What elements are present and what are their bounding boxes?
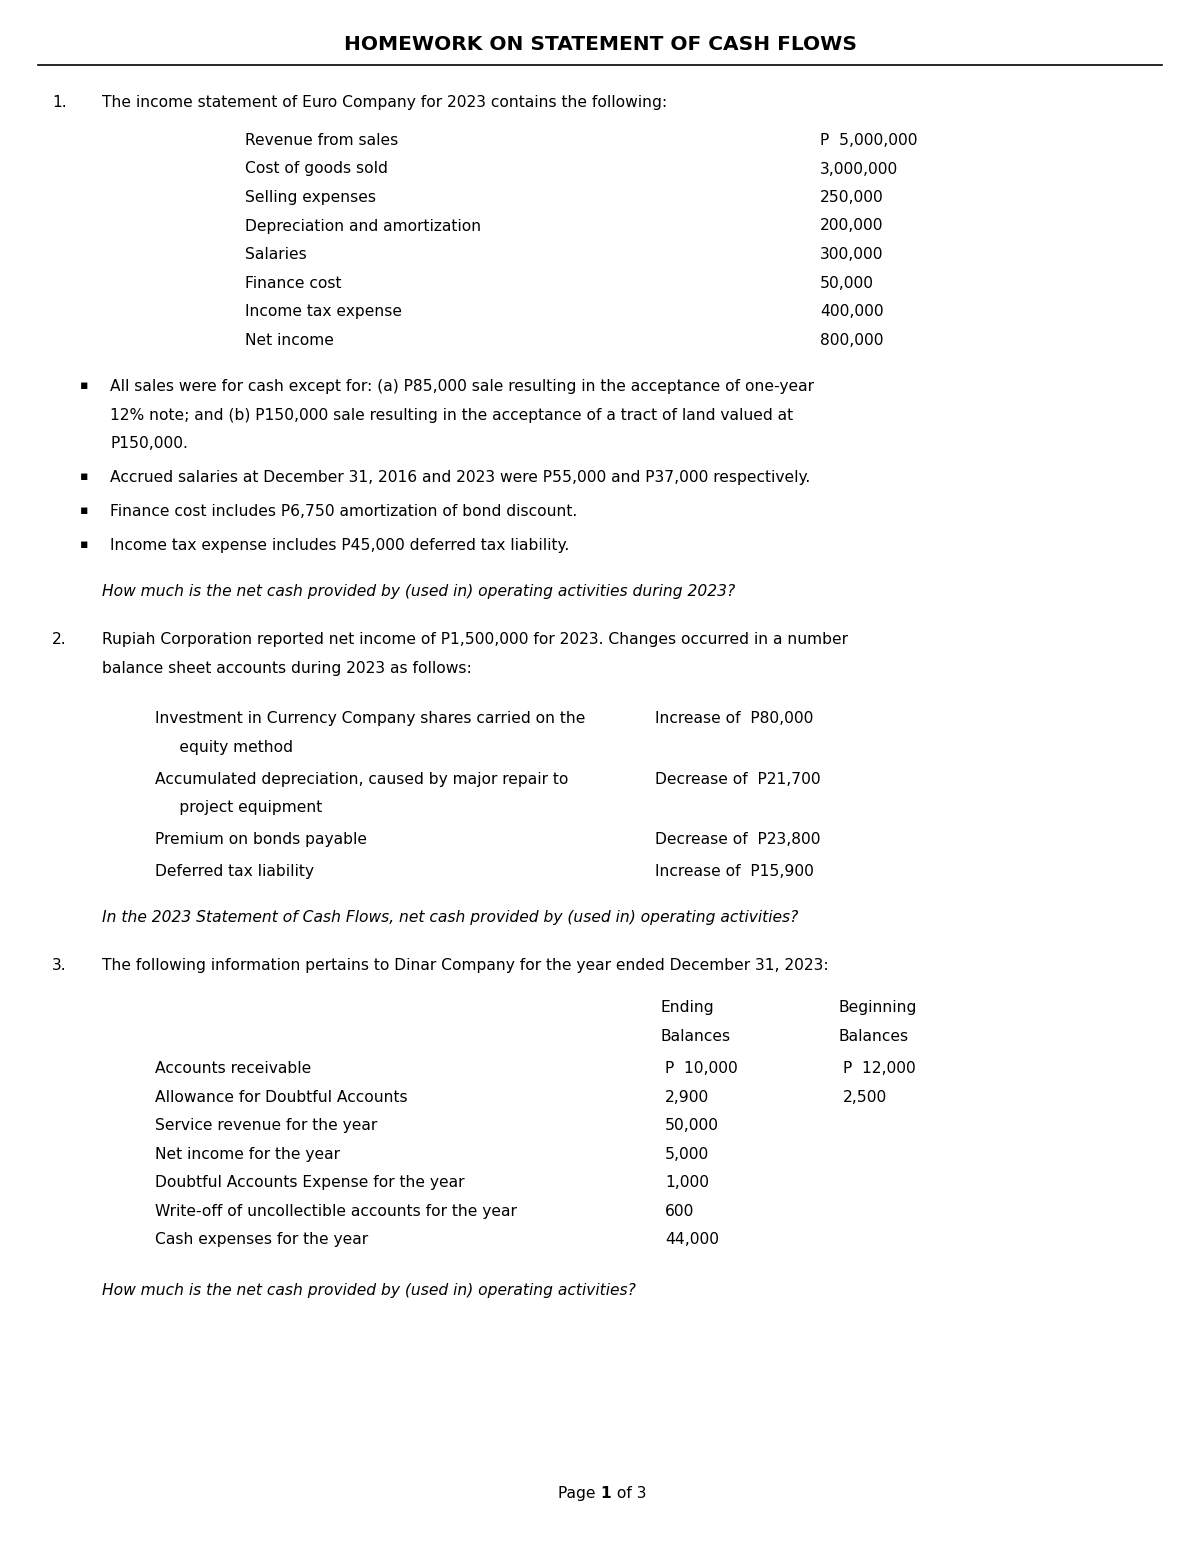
Text: HOMEWORK ON STATEMENT OF CASH FLOWS: HOMEWORK ON STATEMENT OF CASH FLOWS — [343, 36, 857, 54]
Text: Doubtful Accounts Expense for the year: Doubtful Accounts Expense for the year — [155, 1176, 464, 1190]
Text: 1: 1 — [600, 1486, 611, 1502]
Text: 1.: 1. — [52, 95, 67, 110]
Text: P150,000.: P150,000. — [110, 436, 188, 450]
Text: 200,000: 200,000 — [820, 219, 883, 233]
Text: How much is the net cash provided by (used in) operating activities during 2023?: How much is the net cash provided by (us… — [102, 584, 736, 599]
Text: 5,000: 5,000 — [665, 1146, 709, 1162]
Text: ▪: ▪ — [80, 471, 89, 483]
Text: of 3: of 3 — [612, 1486, 647, 1502]
Text: equity method: equity method — [155, 739, 293, 755]
Text: Service revenue for the year: Service revenue for the year — [155, 1118, 377, 1134]
Text: Depreciation and amortization: Depreciation and amortization — [245, 219, 481, 233]
Text: Investment in Currency Company shares carried on the: Investment in Currency Company shares ca… — [155, 711, 586, 725]
Text: Premium on bonds payable: Premium on bonds payable — [155, 832, 367, 846]
Text: 50,000: 50,000 — [665, 1118, 719, 1134]
Text: Page: Page — [558, 1486, 600, 1502]
Text: ▪: ▪ — [80, 537, 89, 551]
Text: How much is the net cash provided by (used in) operating activities?: How much is the net cash provided by (us… — [102, 1283, 636, 1297]
Text: P  10,000: P 10,000 — [665, 1061, 738, 1076]
Text: Accumulated depreciation, caused by major repair to: Accumulated depreciation, caused by majo… — [155, 772, 569, 786]
Text: Balances: Balances — [660, 1028, 730, 1044]
Text: Beginning: Beginning — [838, 1000, 917, 1016]
Text: 3.: 3. — [52, 958, 67, 974]
Text: 600: 600 — [665, 1204, 695, 1219]
Text: Balances: Balances — [838, 1028, 908, 1044]
Text: 2.: 2. — [52, 632, 67, 648]
Text: 50,000: 50,000 — [820, 275, 874, 290]
Text: project equipment: project equipment — [155, 800, 323, 815]
Text: Increase of  P15,900: Increase of P15,900 — [655, 863, 814, 879]
Text: Revenue from sales: Revenue from sales — [245, 134, 398, 148]
Text: 3,000,000: 3,000,000 — [820, 162, 899, 177]
Text: Cash expenses for the year: Cash expenses for the year — [155, 1232, 368, 1247]
Text: Accounts receivable: Accounts receivable — [155, 1061, 311, 1076]
Text: The following information pertains to Dinar Company for the year ended December : The following information pertains to Di… — [102, 958, 829, 974]
Text: The income statement of Euro Company for 2023 contains the following:: The income statement of Euro Company for… — [102, 95, 667, 110]
Text: 2,500: 2,500 — [844, 1090, 887, 1104]
Text: Salaries: Salaries — [245, 247, 307, 262]
Text: 44,000: 44,000 — [665, 1232, 719, 1247]
Text: Deferred tax liability: Deferred tax liability — [155, 863, 314, 879]
Text: 400,000: 400,000 — [820, 304, 883, 318]
Text: ▪: ▪ — [80, 505, 89, 517]
Text: 12% note; and (b) P150,000 sale resulting in the acceptance of a tract of land v: 12% note; and (b) P150,000 sale resultin… — [110, 407, 793, 422]
Text: Decrease of  P21,700: Decrease of P21,700 — [655, 772, 821, 786]
Text: Finance cost includes P6,750 amortization of bond discount.: Finance cost includes P6,750 amortizatio… — [110, 505, 577, 519]
Text: Accrued salaries at December 31, 2016 and 2023 were P55,000 and P37,000 respecti: Accrued salaries at December 31, 2016 an… — [110, 471, 810, 485]
Text: 1,000: 1,000 — [665, 1176, 709, 1190]
Text: Selling expenses: Selling expenses — [245, 189, 376, 205]
Text: Decrease of  P23,800: Decrease of P23,800 — [655, 832, 821, 846]
Text: Net income for the year: Net income for the year — [155, 1146, 340, 1162]
Text: All sales were for cash except for: (a) P85,000 sale resulting in the acceptance: All sales were for cash except for: (a) … — [110, 379, 814, 394]
Text: 300,000: 300,000 — [820, 247, 883, 262]
Text: 800,000: 800,000 — [820, 332, 883, 348]
Text: Ending: Ending — [660, 1000, 714, 1016]
Text: Allowance for Doubtful Accounts: Allowance for Doubtful Accounts — [155, 1090, 408, 1104]
Text: ▪: ▪ — [80, 379, 89, 391]
Text: Income tax expense: Income tax expense — [245, 304, 402, 318]
Text: Write-off of uncollectible accounts for the year: Write-off of uncollectible accounts for … — [155, 1204, 517, 1219]
Text: balance sheet accounts during 2023 as follows:: balance sheet accounts during 2023 as fo… — [102, 660, 472, 676]
Text: Increase of  P80,000: Increase of P80,000 — [655, 711, 814, 725]
Text: Net income: Net income — [245, 332, 334, 348]
Text: Finance cost: Finance cost — [245, 275, 342, 290]
Text: 2,900: 2,900 — [665, 1090, 709, 1104]
Text: In the 2023 Statement of Cash Flows, net cash provided by (used in) operating ac: In the 2023 Statement of Cash Flows, net… — [102, 910, 798, 926]
Text: P  5,000,000: P 5,000,000 — [820, 134, 918, 148]
Text: Cost of goods sold: Cost of goods sold — [245, 162, 388, 177]
Text: P  12,000: P 12,000 — [844, 1061, 916, 1076]
Text: Income tax expense includes P45,000 deferred tax liability.: Income tax expense includes P45,000 defe… — [110, 537, 569, 553]
Text: 250,000: 250,000 — [820, 189, 883, 205]
Text: Rupiah Corporation reported net income of P1,500,000 for 2023. Changes occurred : Rupiah Corporation reported net income o… — [102, 632, 848, 648]
